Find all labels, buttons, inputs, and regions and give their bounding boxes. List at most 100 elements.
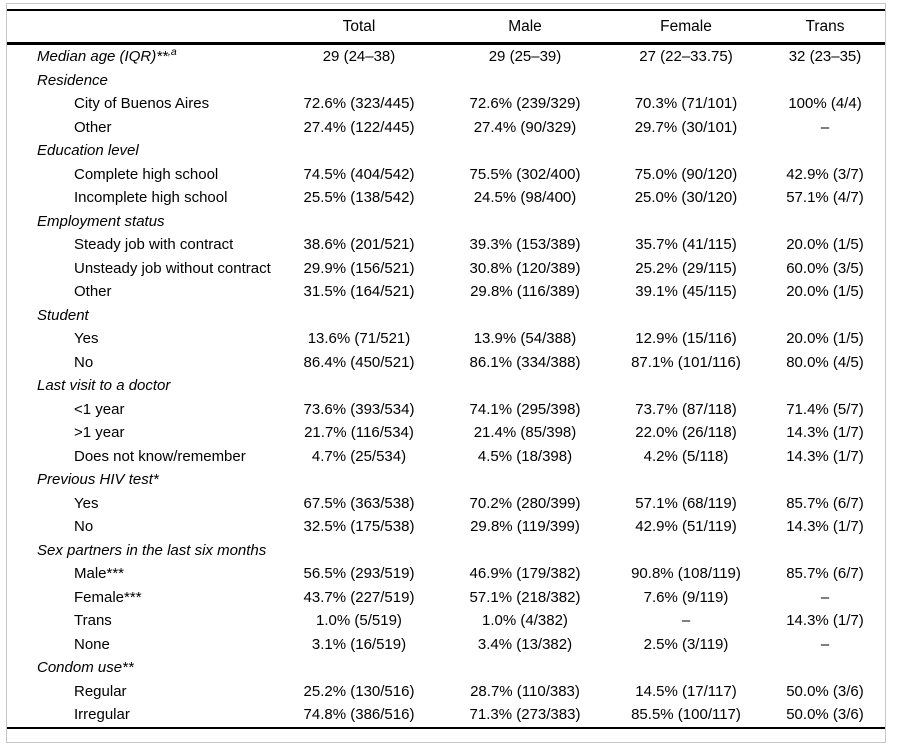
table-row: Other 31.5% (164/521) 29.8% (116/389) 39.1%… xyxy=(7,280,885,304)
cell-value: 71.4% (5/7) xyxy=(786,400,864,418)
column-header-trans: Trans xyxy=(765,10,885,45)
table-row: <1 year 73.6% (393/534) 74.1% (295/398) 73.… xyxy=(7,398,885,422)
cell-value xyxy=(275,656,443,680)
cell-value: 2.5% (3/119) xyxy=(643,635,729,653)
table-row: Yes 67.5% (363/538) 70.2% (280/399) 57.1% (… xyxy=(7,492,885,516)
column-header-blank xyxy=(7,10,275,45)
cell-value xyxy=(765,139,885,163)
row-label: Last visit to a doctor xyxy=(37,377,171,395)
table-row: Median age (IQR)**,a 29 (24–38) 29 (25–39)… xyxy=(7,44,885,69)
cell-value xyxy=(275,69,443,93)
table-row: Education level xyxy=(7,139,885,163)
row-label-superscript: ,a xyxy=(167,46,177,59)
row-label: Trans xyxy=(74,612,112,630)
cell-value: 80.0% (4/5) xyxy=(786,353,864,371)
cell-value: 74.8% (386/516) xyxy=(303,706,415,724)
cell-value: 29.7% (30/101) xyxy=(634,118,738,136)
row-label: Irregular xyxy=(74,706,130,724)
cell-value xyxy=(607,539,765,563)
table-row: Irregular 74.8% (386/516) 71.3% (273/383) 8… xyxy=(7,703,885,728)
row-label: Yes xyxy=(74,494,99,512)
table-row: Incomplete high school 25.5% (138/542) 24.… xyxy=(7,186,885,210)
cell-value: 42.9% (51/119) xyxy=(635,518,737,536)
row-label: Median age (IQR)**,a xyxy=(37,46,177,66)
cell-value xyxy=(765,468,885,492)
cell-value: 3.4% (13/382) xyxy=(477,635,573,653)
cell-value xyxy=(275,539,443,563)
row-label: Male*** xyxy=(74,565,125,583)
cell-value: – xyxy=(681,612,691,630)
cell-value: 27.4% (122/445) xyxy=(303,118,415,136)
cell-value xyxy=(275,468,443,492)
cell-value: 24.5% (98/400) xyxy=(473,189,577,207)
cell-value: 42.9% (3/7) xyxy=(786,165,864,183)
cell-value xyxy=(275,210,443,234)
cell-value: 13.9% (54/388) xyxy=(473,330,577,348)
table-row: Student xyxy=(7,304,885,328)
cell-value: 29.9% (156/521) xyxy=(303,259,415,277)
cell-value: 38.6% (201/521) xyxy=(303,236,415,254)
cell-value: 14.3% (1/7) xyxy=(786,447,864,465)
cell-value: 20.0% (1/5) xyxy=(786,330,864,348)
cell-value xyxy=(765,69,885,93)
cell-value: 3.1% (16/519) xyxy=(311,635,407,653)
cell-value: 4.2% (5/118) xyxy=(643,447,729,465)
row-label: Does not know/remember xyxy=(74,447,246,465)
cell-value: 56.5% (293/519) xyxy=(303,565,415,583)
table-row: Complete high school 74.5% (404/542) 75.5%… xyxy=(7,163,885,187)
cell-value: 57.1% (4/7) xyxy=(786,189,864,207)
cell-value: 27.4% (90/329) xyxy=(473,118,577,136)
header-row: Total Male Female Trans xyxy=(7,10,885,45)
cell-value: 20.0% (1/5) xyxy=(786,236,864,254)
cell-value: 30.8% (120/389) xyxy=(469,259,581,277)
cell-value: 67.5% (363/538) xyxy=(303,494,415,512)
table-row: Previous HIV test* xyxy=(7,468,885,492)
cell-value: 75.5% (302/400) xyxy=(469,165,581,183)
column-header-total: Total xyxy=(275,10,443,45)
row-label: Yes xyxy=(74,330,99,348)
cell-value xyxy=(607,374,765,398)
cell-value: 57.1% (68/119) xyxy=(635,494,737,512)
table-row: Other 27.4% (122/445) 27.4% (90/329) 29.7% … xyxy=(7,116,885,140)
row-label: Steady job with contract xyxy=(74,236,234,254)
cell-value: 25.0% (30/120) xyxy=(634,189,738,207)
cell-value: 29.8% (116/389) xyxy=(470,283,580,301)
cell-value: 25.5% (138/542) xyxy=(303,189,415,207)
cell-value: 25.2% (29/115) xyxy=(635,259,737,277)
cell-value: 57.1% (218/382) xyxy=(469,588,581,606)
row-label: <1 year xyxy=(74,400,125,418)
cell-value: 39.1% (45/115) xyxy=(635,283,737,301)
cell-value: – xyxy=(820,588,830,606)
row-label: Regular xyxy=(74,682,127,700)
cell-value: 74.5% (404/542) xyxy=(303,165,415,183)
cell-value xyxy=(275,139,443,163)
cell-value: 35.7% (41/115) xyxy=(635,236,737,254)
cell-value: 74.1% (295/398) xyxy=(469,400,581,418)
table-row: Regular 25.2% (130/516) 28.7% (110/383) 14.… xyxy=(7,680,885,704)
cell-value: 43.7% (227/519) xyxy=(303,588,415,606)
cell-value: 71.3% (273/383) xyxy=(469,706,581,724)
cell-value: 1.0% (5/519) xyxy=(316,612,402,630)
table-row: >1 year 21.7% (116/534) 21.4% (85/398) 22.0… xyxy=(7,421,885,445)
row-label: Incomplete high school xyxy=(74,189,228,207)
row-label: No xyxy=(74,353,94,371)
cell-value xyxy=(443,374,607,398)
cell-value xyxy=(607,69,765,93)
row-label: Sex partners in the last six months xyxy=(37,541,267,559)
cell-value: 46.9% (179/382) xyxy=(469,565,581,583)
cell-value xyxy=(443,69,607,93)
cell-value: 14.5% (17/117) xyxy=(635,682,737,700)
cell-value: 50.0% (3/6) xyxy=(786,682,864,700)
cell-value: 27 (22–33.75) xyxy=(639,48,733,66)
cell-value xyxy=(765,539,885,563)
row-label: No xyxy=(74,518,94,536)
cell-value: 86.4% (450/521) xyxy=(303,353,415,371)
row-label: Other xyxy=(74,118,112,136)
cell-value: 75.0% (90/120) xyxy=(634,165,738,183)
cell-value: 90.8% (108/119) xyxy=(631,565,741,583)
cell-value xyxy=(443,304,607,328)
cell-value: 87.1% (101/116) xyxy=(631,353,741,371)
table-row: Does not know/remember 4.7% (25/534) 4.5% … xyxy=(7,445,885,469)
cell-value: 70.3% (71/101) xyxy=(634,95,738,113)
cell-value: 31.5% (164/521) xyxy=(303,283,415,301)
